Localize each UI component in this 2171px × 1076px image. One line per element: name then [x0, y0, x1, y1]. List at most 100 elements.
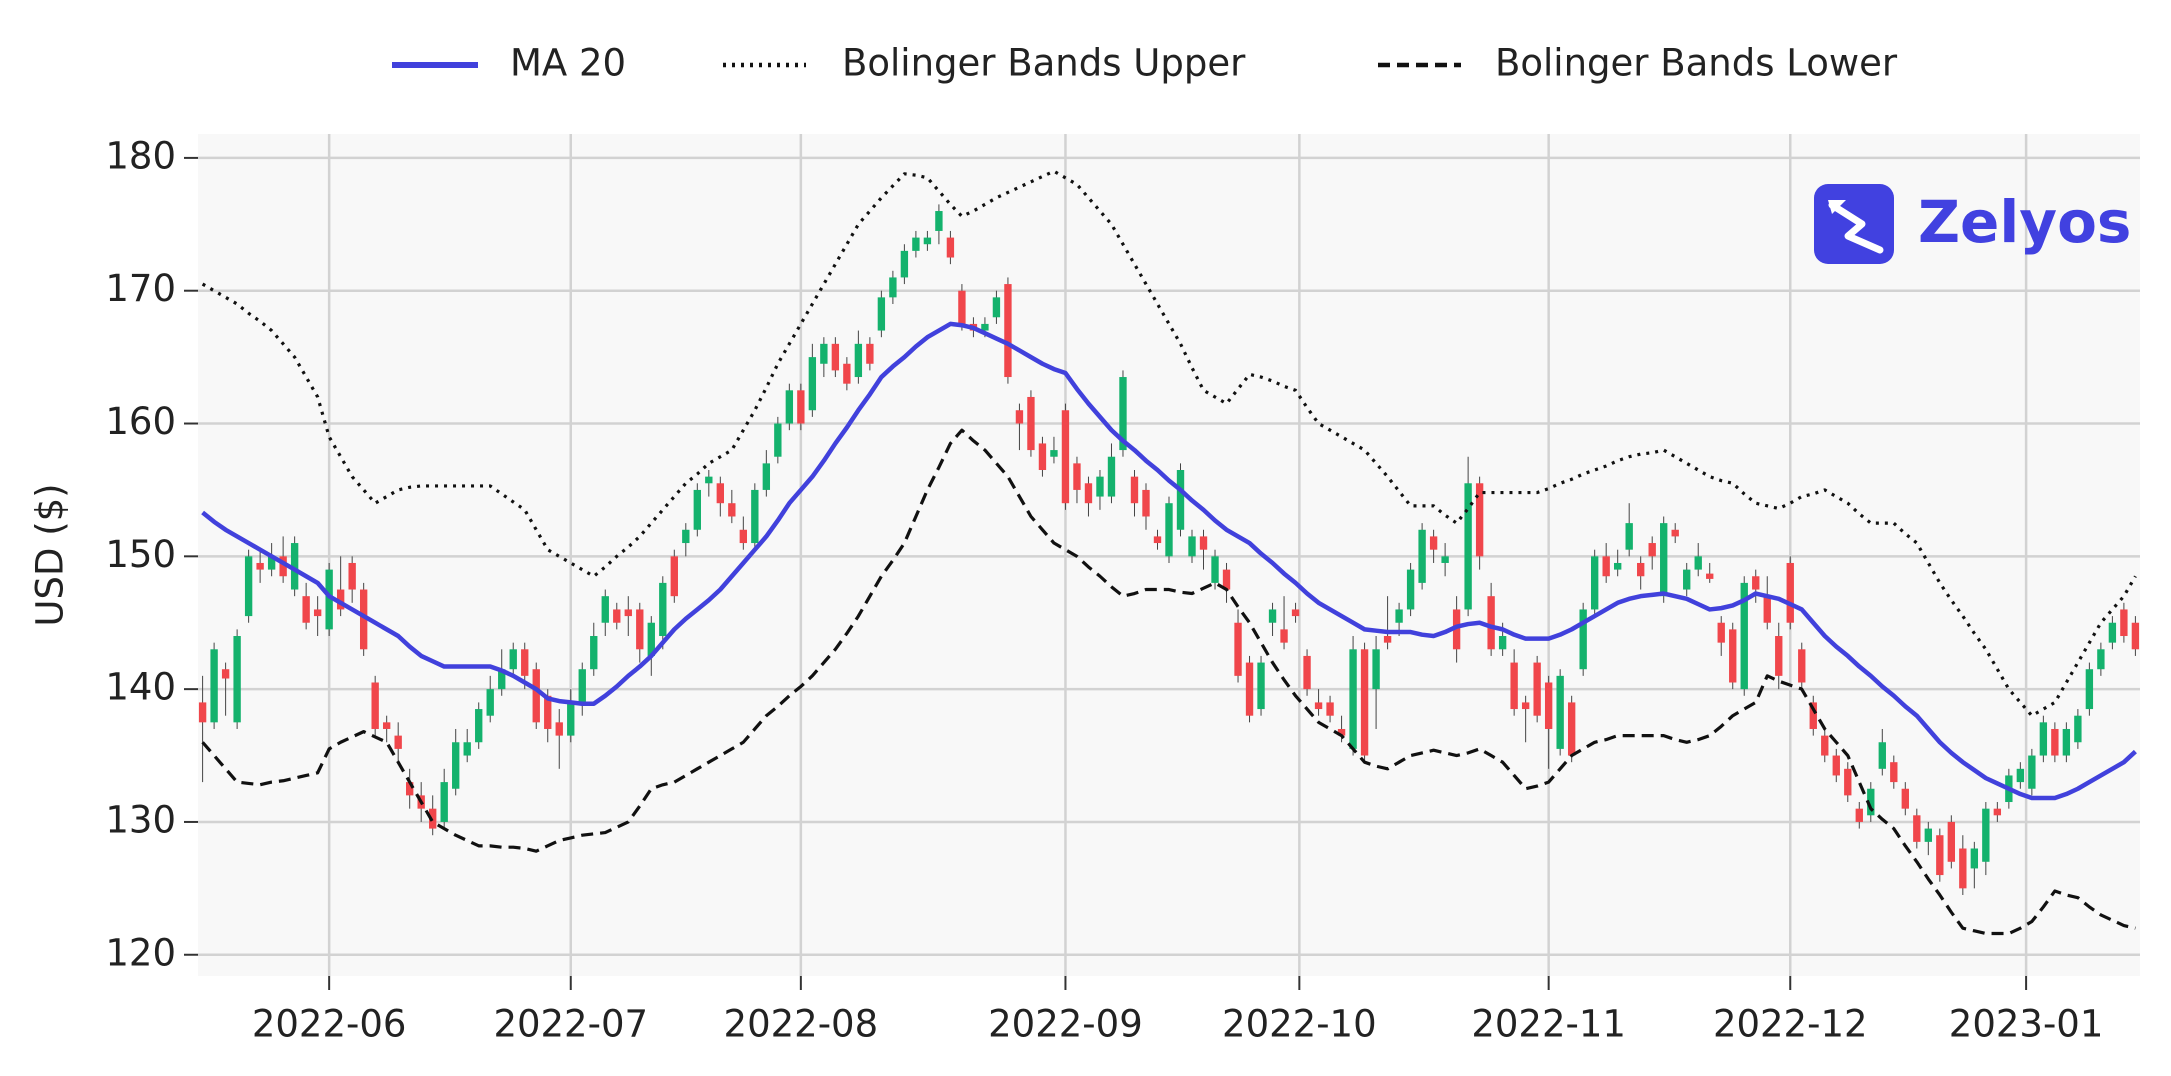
candle-body — [1245, 662, 1254, 716]
candle-body — [1959, 848, 1967, 889]
legend-label: Bolinger Bands Lower — [1495, 42, 1898, 85]
candle-body — [233, 636, 241, 723]
candle-body — [1142, 489, 1150, 517]
candle-body — [1498, 636, 1507, 650]
candle-body — [1913, 815, 1921, 842]
x-tick-label: 2022-12 — [1713, 1003, 1868, 1046]
candle-body — [670, 556, 678, 597]
candle-body — [1199, 536, 1208, 550]
candle-body — [1798, 649, 1806, 683]
candle-body — [1706, 573, 1714, 579]
candle-body — [1579, 609, 1587, 670]
candle-body — [728, 503, 736, 517]
candle-body — [1418, 529, 1426, 583]
candle-body — [1337, 728, 1346, 736]
candle-body — [1395, 609, 1403, 623]
candle-body — [336, 589, 345, 610]
candle-body — [613, 609, 621, 623]
candle-body — [1211, 556, 1219, 583]
candle-body — [498, 669, 506, 690]
candle-body — [1993, 808, 2002, 816]
y-tick-label: 170 — [105, 267, 176, 310]
candle-body — [1406, 569, 1415, 610]
candle-body — [1844, 768, 1852, 796]
logo-text: Zelyos — [1918, 188, 2131, 256]
x-tick-label: 2023-01 — [1949, 1003, 2104, 1046]
candle-body — [1027, 396, 1035, 451]
candle-body — [1280, 629, 1288, 643]
candle-body — [1349, 649, 1357, 749]
candle-body — [601, 596, 609, 623]
candle-body — [578, 669, 586, 703]
candle-body — [808, 357, 817, 411]
candle-body — [992, 297, 1001, 318]
candle-body — [1153, 536, 1162, 544]
candle-body — [1625, 523, 1633, 550]
candle-body — [923, 237, 932, 245]
candle-body — [682, 529, 690, 544]
candle-body — [2120, 609, 2128, 637]
candle-body — [590, 636, 598, 670]
y-tick-label: 130 — [105, 798, 176, 841]
candle-body — [1487, 596, 1495, 650]
candle-body — [256, 562, 264, 570]
x-tick-label: 2022-10 — [1222, 1003, 1377, 1046]
candle-body — [475, 709, 483, 743]
candle-body — [1452, 609, 1461, 650]
candle-body — [1326, 702, 1334, 716]
candle-body — [1383, 636, 1392, 643]
y-tick-label: 150 — [105, 533, 176, 576]
candle-body — [302, 596, 310, 623]
candle-body — [313, 609, 322, 617]
candle-body — [1533, 662, 1541, 716]
candle-body — [981, 323, 989, 331]
candle-body — [267, 556, 276, 570]
logo-arrow-head — [1828, 200, 1846, 214]
candle-body — [544, 695, 552, 729]
candle-body — [1257, 662, 1265, 710]
candle-body — [1234, 622, 1242, 676]
candle-body — [1729, 629, 1737, 683]
candle-body — [1107, 456, 1116, 497]
candle-body — [820, 343, 828, 364]
candle-body — [647, 622, 655, 656]
candle-body — [1464, 483, 1472, 610]
x-tick-label: 2022-06 — [252, 1003, 407, 1046]
candle-body — [1372, 649, 1380, 690]
y-tick-label: 120 — [105, 931, 176, 974]
y-axis-label: USD ($) — [29, 483, 72, 626]
candle-body — [785, 390, 794, 424]
candle-body — [693, 489, 701, 530]
x-tick-label: 2022-11 — [1471, 1003, 1626, 1046]
candle-body — [1521, 702, 1530, 710]
candle-body — [486, 689, 494, 716]
candle-body — [1165, 503, 1173, 557]
data-layer — [198, 169, 2140, 936]
candle-body — [1475, 483, 1484, 557]
candle-body — [1890, 762, 1898, 783]
candle-body — [1614, 562, 1622, 570]
candle-body — [1268, 609, 1277, 623]
candle-body — [2051, 728, 2059, 756]
candle-body — [532, 669, 540, 723]
candle-body — [1660, 523, 1668, 597]
y-tick-label: 160 — [105, 400, 176, 443]
grid — [198, 134, 2140, 976]
candle-body — [509, 649, 517, 670]
candle-body — [1291, 609, 1300, 617]
candle-body — [1775, 636, 1783, 676]
candle-body — [1947, 821, 1956, 862]
candle-body — [279, 556, 287, 577]
candle-body — [866, 343, 874, 364]
candle-body — [429, 808, 437, 829]
candle-body — [935, 211, 943, 231]
candle-body — [1429, 536, 1438, 550]
candle-body — [1314, 702, 1323, 710]
candle-body — [958, 290, 966, 324]
candle-body — [1901, 788, 1909, 809]
candle-body — [797, 390, 805, 424]
legend-label: Bolinger Bands Upper — [842, 42, 1246, 85]
candle-body — [1763, 596, 1771, 623]
candle-body — [912, 237, 920, 251]
